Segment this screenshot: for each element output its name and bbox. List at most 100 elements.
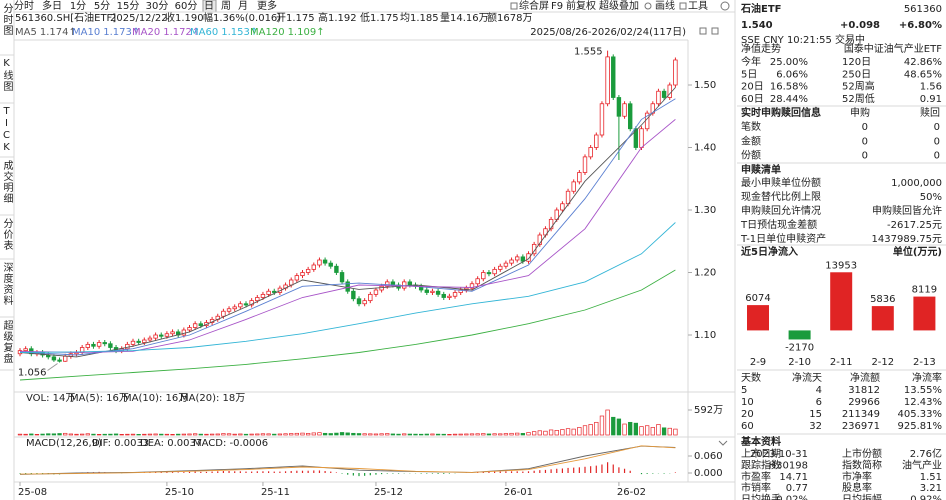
ma-line [19,269,676,381]
volume-bar [475,433,480,436]
row-label: 上市日期 [741,447,781,460]
icon [679,2,687,10]
info-field: 收1.190 [165,11,204,24]
tool-button: 工具 [688,0,708,12]
candle-body [599,103,605,136]
volume-bar [498,433,503,436]
icon [644,2,652,10]
candle-body [526,253,531,262]
candle-body [492,268,497,275]
x-tick-label: 25-12 [374,487,403,498]
volume-bar [402,433,407,436]
icon [720,1,730,11]
row-value: 0.02% [776,495,808,500]
volume-bar [565,428,571,436]
candle-body [577,172,582,183]
section-title: 净值走势 [741,42,781,55]
bar-value-label: 13953 [825,260,857,271]
volume-bar [424,433,429,436]
row-label: 笔数 [741,120,761,133]
candle-body [91,343,96,347]
table-cell: 925.81% [898,421,943,432]
period-tab: 15分 [117,0,140,12]
volume-bar [639,426,644,436]
volume-bar [667,427,672,436]
volume-bar [419,433,424,436]
candle-body [469,283,475,289]
ma-value: 1.172↑ [163,27,200,38]
volume-bar [17,433,23,436]
tool-button: 综合屏 [519,0,549,12]
volume-bar [322,432,328,436]
info-field: 均1.185 [400,12,439,24]
candle-body [611,56,616,98]
candle-body [430,290,435,293]
ma-legend: MA20 1.172↑ [132,27,200,38]
row-value: H30198 [769,460,808,471]
x-tick-label: 25-08 [18,487,47,498]
volume-bar [503,433,509,436]
bar [788,330,811,340]
volume-bar [289,433,294,436]
table-cell: 32 [809,421,822,432]
table-cell: 405.33% [898,409,943,420]
volume-bar [616,418,622,436]
ma-value: 1.173↑ [103,27,140,38]
candle-body [102,342,107,345]
candle-body [339,272,345,283]
volume-bar [306,433,311,436]
volume-bar [661,427,667,436]
volume-bar [221,433,226,436]
table-cell: 12.43% [904,397,942,408]
tool-button: F9 [551,1,563,12]
column-header: 天数 [741,371,761,384]
info-field: 2025/12/22 [110,13,168,24]
volume-bar [396,433,401,436]
candle-body [481,272,486,280]
volume-bar [255,433,260,436]
volume-bar [198,433,203,436]
volume-bar [362,433,367,436]
macd-legend: DIF: 0.0033 [92,438,149,449]
y-tick-label: 592万 [694,405,723,416]
volume-bar [339,432,345,436]
volume-bar [622,423,627,436]
macd-line [19,445,676,475]
candle-body [288,279,294,286]
x-tick-label: 25-10 [165,487,194,498]
info-field: 开1.175 [276,13,315,24]
candle-body [300,272,305,277]
bar [913,296,936,331]
volume-bar [294,432,299,436]
row-label: 日均换手 [741,493,781,500]
volume-bar [102,433,107,436]
row-label: 金额 [741,134,761,147]
row-value: 0.77 [786,483,808,494]
nav-value: 16.58% [770,82,808,93]
candle-body [616,97,622,117]
candle-body [656,90,661,105]
nav-label: 60日 [741,94,764,105]
volume-bar [29,433,34,436]
volume-bar [311,432,316,436]
icon [711,27,719,35]
table-cell: 31812 [848,385,880,396]
x-tick-label: 2-12 [871,357,894,368]
volume-bar [159,433,164,436]
volume-legend: VOL: 14万 [26,393,75,404]
info-field: 幅1.36%(0.016) [203,11,281,24]
volume-bar [515,432,520,436]
macd-legend: DEA: 0.0037 [140,438,202,449]
volume-bar [272,433,277,436]
volume-bar [430,433,435,436]
row-value: 0 [862,122,868,133]
side-tab: 分时图 [1,3,13,36]
ma-line [19,98,676,356]
period-tab: 月 [238,0,248,12]
volume-bar [243,433,249,436]
candle-body [221,310,226,317]
volume-bar [249,433,254,436]
section-title: 实时申购赎回信息 [741,106,821,119]
volume-bar [469,433,475,436]
